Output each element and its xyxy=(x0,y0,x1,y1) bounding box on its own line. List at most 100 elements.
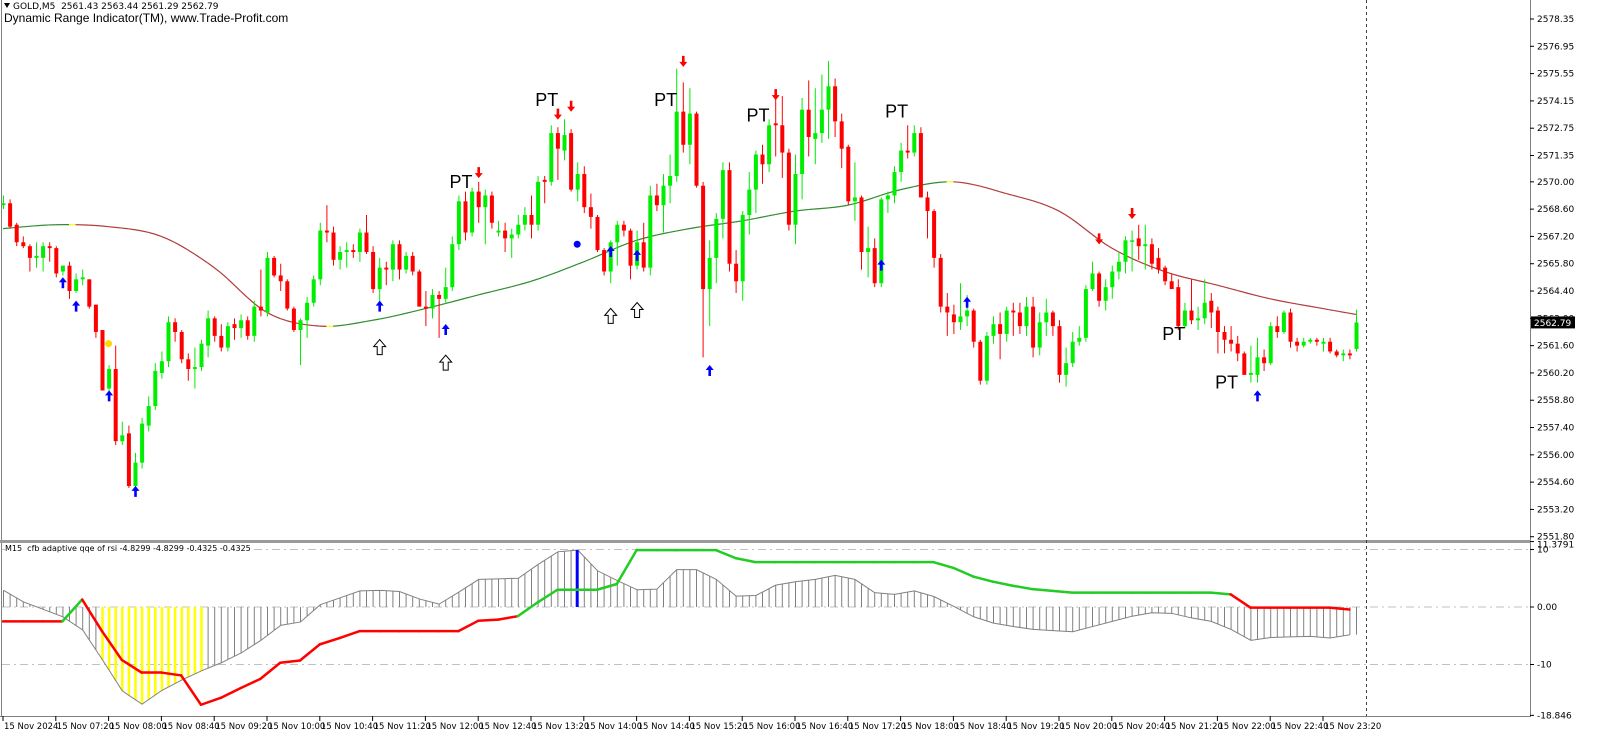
candle-body xyxy=(54,248,59,274)
moving-average-segment xyxy=(332,325,340,327)
candle xyxy=(179,330,184,364)
time-tick-label: 15 Nov 12:00 xyxy=(426,722,483,732)
candle xyxy=(450,236,455,292)
candle xyxy=(338,246,343,270)
moving-average-segment xyxy=(755,216,763,220)
buy-arrow-icon xyxy=(1253,390,1262,402)
candle-body xyxy=(826,86,831,110)
candle-body xyxy=(819,109,824,134)
moving-average-segment xyxy=(1111,247,1119,253)
candle xyxy=(318,222,323,286)
candle-body xyxy=(806,109,811,137)
time-tick-label: 15 Nov 08:00 xyxy=(110,722,167,732)
moving-average-segment xyxy=(841,204,848,207)
signal-line-segment xyxy=(991,580,1015,587)
moving-average-segment xyxy=(266,311,274,317)
pt-label: PT xyxy=(535,90,558,110)
candle-body xyxy=(859,197,864,253)
candle-body xyxy=(1130,240,1135,242)
candle-body xyxy=(192,367,197,370)
candle xyxy=(27,244,32,272)
candle xyxy=(298,318,303,366)
indicator-tick-label: 0.00 xyxy=(1537,603,1557,613)
moving-average-segment xyxy=(233,284,242,292)
candle-body xyxy=(371,252,376,290)
candle xyxy=(674,68,679,182)
moving-average-segment xyxy=(240,290,248,298)
time-tick-label: 15 Nov 11:20 xyxy=(374,722,431,732)
candle xyxy=(615,220,620,266)
moving-average-segment xyxy=(1217,284,1225,288)
candle xyxy=(800,97,805,200)
moving-average-segment xyxy=(478,292,485,296)
pt-label: PT xyxy=(746,106,769,126)
candle xyxy=(390,240,395,282)
candle-body xyxy=(357,232,362,253)
moving-average-segment xyxy=(134,229,142,232)
moving-average-segment xyxy=(926,182,934,185)
candle xyxy=(1248,345,1253,383)
moving-average-segment xyxy=(451,299,459,303)
candle-body xyxy=(331,232,336,260)
candle-body xyxy=(681,111,686,145)
candle xyxy=(522,207,527,231)
time-tick-label: 15 Nov 2024 xyxy=(4,722,58,732)
candle xyxy=(1314,337,1319,346)
candle xyxy=(991,316,996,344)
chart-frame xyxy=(0,0,1531,717)
hollow-up-arrow-icon xyxy=(438,354,453,371)
signal-line-segment xyxy=(536,588,559,604)
moving-average-segment xyxy=(808,208,815,211)
signal-line-segment xyxy=(61,598,84,623)
candle xyxy=(146,396,151,432)
candle xyxy=(159,351,164,379)
signal-line-segment xyxy=(516,601,539,618)
moving-average-segment xyxy=(1091,233,1099,240)
subwindow-separator[interactable] xyxy=(0,540,1531,543)
candle xyxy=(1090,261,1095,292)
candle-body xyxy=(291,308,296,331)
candle-body xyxy=(1275,326,1280,332)
dropdown-triangle-icon[interactable] xyxy=(4,3,10,8)
candle xyxy=(173,318,178,342)
candle xyxy=(826,60,831,139)
candle-body xyxy=(74,279,79,292)
candle-body xyxy=(991,324,996,336)
candle-body xyxy=(562,135,567,151)
candle-body xyxy=(753,154,758,190)
candle-body xyxy=(978,341,983,381)
sell-arrow-icon xyxy=(771,89,780,101)
moving-average-segment xyxy=(821,207,829,210)
candle xyxy=(753,150,758,214)
candle xyxy=(714,213,719,284)
time-tick-label: 15 Nov 22:40 xyxy=(1271,722,1328,732)
candle-body xyxy=(21,242,26,247)
candle xyxy=(734,250,739,293)
moving-average-segment xyxy=(1006,192,1013,196)
candle-body xyxy=(588,207,593,217)
candle xyxy=(1116,252,1121,280)
candle-body xyxy=(918,133,923,198)
candle xyxy=(628,228,633,280)
moving-average-segment xyxy=(1230,288,1238,292)
candle-body xyxy=(885,195,890,200)
candle-body xyxy=(443,287,448,299)
yellow-dot-marker xyxy=(105,340,113,348)
moving-average-segment xyxy=(1137,260,1146,265)
price-axis[interactable]: 2578.35 2576.95 2575.55 2574.15 2572.75 2571.… xyxy=(1530,15,1575,543)
moving-average-segment xyxy=(570,263,578,268)
candle-body xyxy=(305,302,310,321)
candle xyxy=(1163,265,1168,286)
candle xyxy=(1275,316,1280,338)
candle xyxy=(984,331,989,385)
symbol-ohlc-line[interactable]: GOLD,M5 2561.43 2563.44 2561.29 2562.79 xyxy=(4,2,219,12)
candle-body xyxy=(463,201,468,233)
candle-body xyxy=(866,248,871,253)
moving-average-segment xyxy=(200,257,208,264)
signal-line-segment xyxy=(734,556,757,564)
candle xyxy=(773,96,778,157)
candle-body xyxy=(1123,240,1128,262)
